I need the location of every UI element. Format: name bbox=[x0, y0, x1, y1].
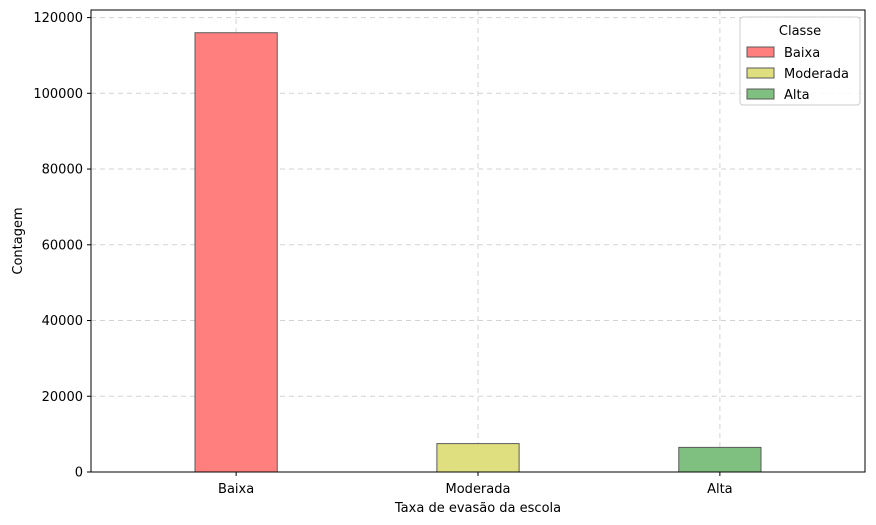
x-axis-ticks: Baixa Moderada Alta bbox=[218, 472, 733, 497]
y-tick-label: 60000 bbox=[42, 238, 83, 253]
y-tick-label: 40000 bbox=[42, 314, 83, 329]
legend-label: Alta bbox=[784, 88, 810, 103]
legend-entries: Baixa Moderada Alta bbox=[746, 46, 849, 103]
bar-moderada bbox=[436, 443, 520, 473]
legend-swatch bbox=[746, 88, 775, 100]
legend: Classe Baixa Moderada Alta bbox=[739, 16, 861, 106]
legend-label: Moderada bbox=[784, 67, 849, 82]
bars bbox=[139, 32, 817, 473]
x-axis-label: Taxa de evasão da escola bbox=[394, 501, 561, 516]
y-tick-label: 80000 bbox=[42, 163, 83, 178]
bar-baixa bbox=[194, 32, 278, 473]
legend-swatch bbox=[746, 67, 775, 79]
bar-alta bbox=[678, 446, 762, 473]
y-tick-label: 100000 bbox=[33, 87, 83, 102]
y-tick-label: 120000 bbox=[33, 11, 83, 26]
x-tick-label: Baixa bbox=[218, 482, 254, 497]
y-tick-label: 0 bbox=[75, 466, 83, 481]
y-axis-label: Contagem bbox=[11, 207, 26, 274]
x-tick-label: Alta bbox=[707, 482, 733, 497]
legend-swatch bbox=[746, 46, 775, 58]
legend-title: Classe bbox=[779, 24, 821, 39]
y-axis-ticks: 0 20000 40000 60000 80000 100000 120000 bbox=[33, 11, 91, 481]
x-tick-label: Moderada bbox=[446, 482, 511, 497]
legend-box bbox=[739, 16, 861, 106]
y-tick-label: 20000 bbox=[42, 390, 83, 405]
legend-label: Baixa bbox=[784, 46, 820, 61]
